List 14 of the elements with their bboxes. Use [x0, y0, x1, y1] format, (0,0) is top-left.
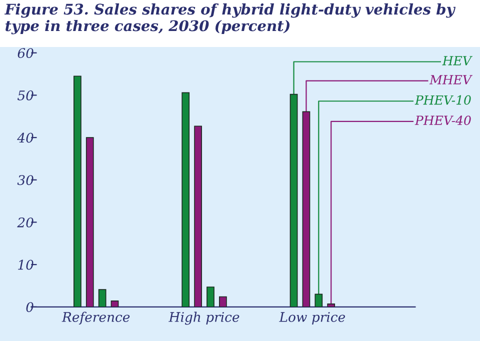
y-tick-label: 30: [17, 175, 34, 186]
y-tick-label: 10: [18, 260, 34, 270]
x-tick-label: Reference: [62, 312, 130, 325]
x-tick-label: High price: [168, 312, 240, 325]
text: PHEV-40: [414, 116, 471, 126]
chart-title: Figure 53. Sales shares of hybrid light-duty vehicles by type in three cases, 2030 (percent): [4, 3, 456, 34]
y-tick-label: 20: [17, 217, 34, 228]
text: MHEV: [429, 75, 473, 84]
text: HEV: [442, 56, 473, 66]
y-tick-label: 40: [17, 132, 34, 143]
y-tick-label: 60: [18, 48, 34, 58]
x-tick-label: Low price: [279, 312, 346, 325]
y-tick-label: 50: [17, 90, 34, 100]
text: PHEV-10: [414, 95, 471, 105]
